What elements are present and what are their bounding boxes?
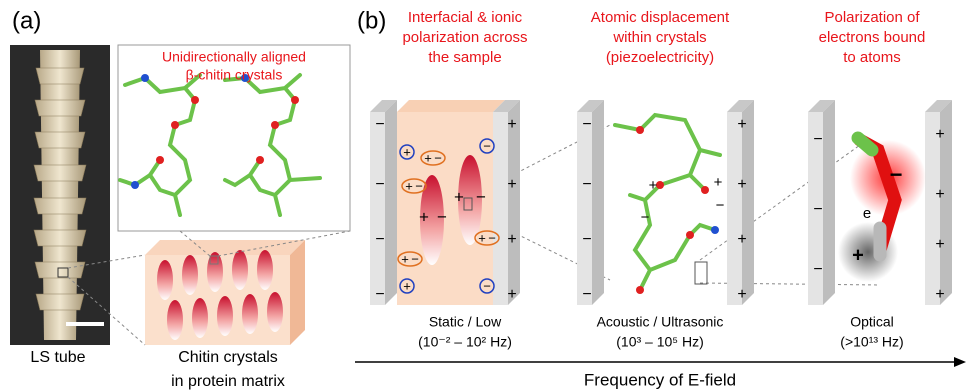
ion-sign: − [483,278,491,293]
regime-label: Optical [850,314,894,330]
zoom-box [695,262,707,284]
electrode-plate [823,100,835,305]
negative-sign: − [582,116,591,133]
axis-label: Frequency of E-field [584,370,736,389]
atom [686,231,694,239]
atom-sign: + [649,177,658,194]
mechanism-title: Interfacial & ionic [408,9,523,26]
regime-label: Static / Low [429,314,502,330]
negative-sign: − [813,201,822,218]
positive-sign: + [935,236,944,253]
mechanism-title: to atoms [843,49,901,66]
bond [858,138,872,150]
inset-title: β-chitin crystals [186,67,283,83]
caption: in protein matrix [171,373,285,390]
dipole-sign: + [424,150,432,165]
electrode-plate [727,112,742,305]
crystal-sign: + [454,187,464,206]
molecule [615,115,720,290]
electrode-plate [577,112,592,305]
negative-sign: − [375,231,384,248]
negative-sign: − [375,116,384,133]
dipole-sign: − [415,178,423,193]
frequency-label: (10⁻² – 10² Hz) [418,334,512,350]
positive-sign: + [935,126,944,143]
dipole-sign: − [434,150,442,165]
atom-sign: + [714,174,723,191]
electrode-plate [493,112,508,305]
crystal-sign: − [476,187,486,206]
ion-sign: + [403,278,411,293]
ion-sign: − [483,138,491,153]
mechanism-title: within crystals [612,29,706,46]
positive-sign: + [507,116,516,133]
atom [636,286,644,294]
mechanism-title: electrons bound [819,29,926,46]
panel-label: (b) [357,7,386,34]
matrix-block [145,240,305,345]
electrode-plate [592,100,604,305]
electrode-plate [370,112,385,305]
panel-label: (a) [12,7,41,34]
caption: LS tube [30,349,85,366]
crystal-sign: + [419,207,429,226]
positive-sign: + [737,231,746,248]
mechanism-title: (piezoelectricity) [606,49,714,66]
positive-sign: + [737,116,746,133]
sample-block [397,100,505,112]
dipole-sign: + [405,178,413,193]
atom [711,226,719,234]
mechanism-title: polarization across [402,29,527,46]
positive-sign: + [935,186,944,203]
positive-sign: + [737,286,746,303]
electron-sign: − [890,162,903,187]
dipole-sign: + [478,230,486,245]
mechanism-title: the sample [428,49,501,66]
negative-sign: − [582,286,591,303]
positive-sign: + [507,286,516,303]
ion-sign: + [403,144,411,159]
negative-sign: − [582,231,591,248]
positive-sign: + [737,176,746,193]
mechanism-title: Atomic displacement [591,9,730,26]
atom-sign: − [716,197,725,214]
inset-title: Unidirectionally aligned [162,49,306,65]
negative-sign: − [375,176,384,193]
axis-arrowhead [954,357,966,367]
dipole-sign: − [488,230,496,245]
atom [636,126,644,134]
frequency-label: (>10¹³ Hz) [840,334,903,350]
electrode-plate [385,100,397,305]
electron-label: e [863,205,871,222]
atom-sign: − [641,209,650,226]
positive-sign: + [935,286,944,303]
dipole-sign: − [411,251,419,266]
positive-sign: + [507,231,516,248]
regime-label: Acoustic / Ultrasonic [597,314,724,330]
negative-sign: − [375,286,384,303]
figure: (a) (b) Unidirectionally aligned β-chitin c… [0,0,970,390]
frequency-label: (10³ – 10⁵ Hz) [616,334,704,350]
crystal-sign: − [437,207,447,226]
negative-sign: − [813,261,822,278]
negative-sign: − [813,131,822,148]
caption: Chitin crystals [178,349,278,366]
dipole-sign: + [401,251,409,266]
nucleus-sign: + [852,244,864,266]
mechanism-title: Polarization of [824,9,920,26]
negative-sign: − [582,176,591,193]
atom [701,186,709,194]
positive-sign: + [507,176,516,193]
